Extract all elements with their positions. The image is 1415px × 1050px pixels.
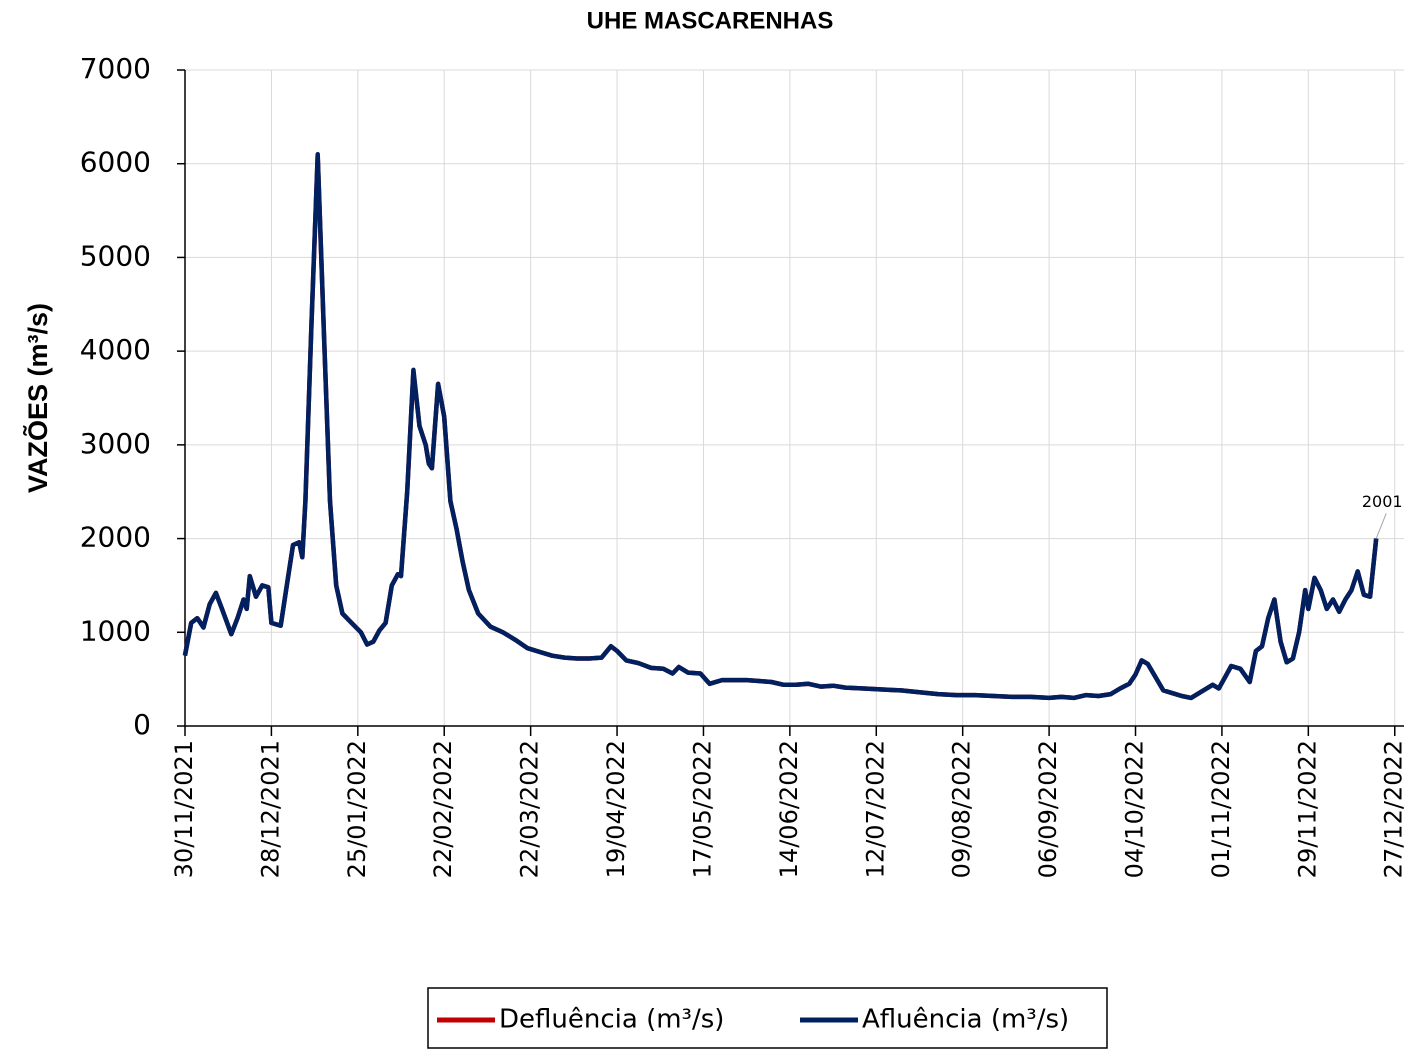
x-tick-label: 25/01/2022 <box>343 740 371 878</box>
x-tick-label: 29/11/2022 <box>1293 740 1321 878</box>
x-tick-label: 30/11/2021 <box>170 740 198 878</box>
annotation-leader <box>1375 513 1387 539</box>
x-tick-label: 22/02/2022 <box>429 740 457 878</box>
y-axis-title: VAZÕES (m³/s) <box>22 303 53 493</box>
legend-label: Afluência (m³/s) <box>862 1005 1069 1035</box>
legend-label: Defluência (m³/s) <box>499 1005 724 1035</box>
x-tick-label: 06/09/2022 <box>1034 740 1062 878</box>
x-tick-label: 27/12/2022 <box>1380 740 1408 878</box>
x-tick-label: 19/04/2022 <box>602 740 630 878</box>
y-tick-label: 0 <box>133 708 151 741</box>
y-tick-label: 4000 <box>80 333 151 366</box>
x-tick-label: 28/12/2021 <box>256 740 284 878</box>
y-tick-label: 1000 <box>80 614 151 647</box>
x-tick-label: 14/06/2022 <box>775 740 803 878</box>
y-tick-label: 7000 <box>80 52 151 85</box>
chart-title: UHE MASCARENHAS <box>587 7 834 34</box>
x-tick-label: 22/03/2022 <box>516 740 544 878</box>
x-tick-label: 09/08/2022 <box>948 740 976 878</box>
series-line <box>182 152 1379 701</box>
x-tick-label: 12/07/2022 <box>861 740 889 878</box>
x-tick-label: 01/11/2022 <box>1207 740 1235 878</box>
legend-box <box>427 987 1108 1049</box>
y-tick-label: 2000 <box>80 521 151 554</box>
x-tick-label: 17/05/2022 <box>688 740 716 878</box>
y-tick-label: 6000 <box>80 146 151 179</box>
x-tick-label: 04/10/2022 <box>1121 740 1149 878</box>
annotation: 2001 <box>1362 492 1403 511</box>
y-tick-label: 5000 <box>80 239 151 272</box>
y-tick-label: 3000 <box>80 427 151 460</box>
